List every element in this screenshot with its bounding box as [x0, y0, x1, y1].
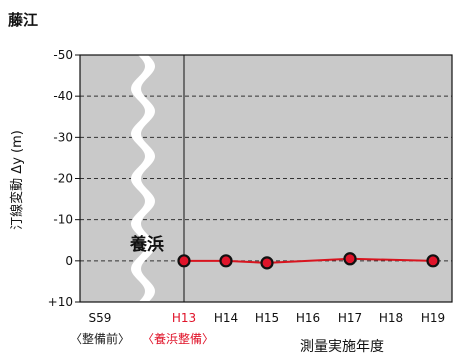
y-tick-labels: -50 -40 -30 -20 -10 0 +10	[48, 48, 80, 309]
y-axis-label: 汀線変動 Δy (m)	[9, 130, 25, 230]
data-point	[260, 256, 274, 270]
x-tick-label: H14	[214, 311, 238, 325]
x-tick-label: S59	[89, 311, 112, 325]
phase-label-nourishment: 〈養浜整備〉	[142, 331, 214, 346]
y-tick-label: -30	[53, 130, 73, 144]
y-tick-label: -40	[53, 89, 73, 103]
data-point	[219, 254, 233, 268]
data-points	[177, 252, 440, 270]
x-tick-label: H19	[421, 311, 445, 325]
annotation-label: 養浜	[129, 234, 164, 255]
y-tick-label: -10	[53, 213, 73, 227]
x-tick-label: H15	[255, 311, 279, 325]
y-tick-label: 0	[65, 254, 73, 268]
y-tick-label: -50	[53, 48, 73, 62]
axis-break	[131, 55, 155, 301]
data-point	[343, 252, 357, 266]
y-tick-label: -20	[53, 172, 73, 186]
data-point	[426, 254, 440, 268]
x-tick-label: H18	[379, 311, 403, 325]
data-point	[177, 254, 191, 268]
y-tick-label: +10	[48, 295, 73, 309]
x-tick-label: H16	[296, 311, 320, 325]
x-tick-label: H17	[338, 311, 362, 325]
x-tick-labels: S59 H13 H14 H15 H16 H17 H18 H19	[89, 311, 446, 325]
chart-title: 藤江	[8, 11, 38, 29]
x-axis-label: 測量実施年度	[300, 339, 384, 355]
phase-label-before: 〈整備前〉	[70, 331, 130, 346]
x-tick-label: H13	[172, 311, 196, 325]
